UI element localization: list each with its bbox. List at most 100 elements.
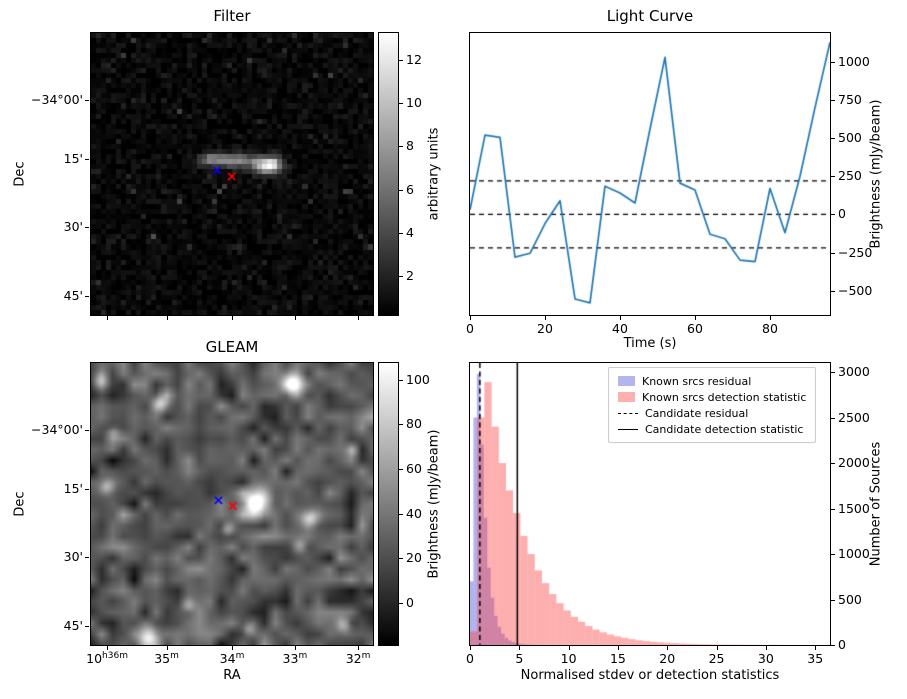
histogram-xtick bbox=[667, 646, 669, 650]
filter-colorbar-tick-label: 2 bbox=[406, 268, 414, 284]
histogram-ytick-label: 2000 bbox=[838, 455, 870, 471]
filter-colorbar-tick bbox=[399, 146, 403, 148]
gleam-ytick-label: 15' bbox=[63, 481, 83, 497]
gleam-colorbar-tick bbox=[399, 558, 403, 560]
gleam-colorbar-frame bbox=[378, 362, 399, 646]
gleam-colorbar-tick bbox=[399, 469, 403, 471]
gleam-xtick bbox=[358, 646, 360, 650]
gleam-colorbar-tick-label: 40 bbox=[406, 505, 422, 521]
histogram-xlabel: Normalised stdev or detection statistics bbox=[520, 668, 780, 683]
histogram-xtick bbox=[568, 646, 570, 650]
filter-colorbar bbox=[379, 33, 398, 315]
lightcurve-ytick bbox=[831, 100, 835, 102]
legend-item-label: Known srcs detection statistic bbox=[642, 390, 807, 404]
filter-colorbar-tick-label: 8 bbox=[406, 138, 414, 154]
lightcurve-ytick bbox=[831, 138, 835, 140]
filter-xtick bbox=[166, 316, 168, 320]
histogram-ytick bbox=[831, 508, 835, 510]
legend-item-label: Candidate detection statistic bbox=[645, 422, 804, 436]
gleam-xtick-label: 10h36m bbox=[86, 651, 128, 667]
histogram-ytick-label: 3000 bbox=[838, 364, 870, 380]
filter-xtick bbox=[358, 316, 360, 320]
lightcurve-xtick-label: 60 bbox=[687, 321, 703, 336]
filter-colorbar-tick-label: 10 bbox=[406, 95, 422, 111]
filter-xtick bbox=[294, 316, 296, 320]
lightcurve-xtick bbox=[545, 316, 546, 320]
filter-colorbar-tick bbox=[399, 276, 403, 278]
gleam-xtick-label: 32m bbox=[345, 651, 371, 667]
histogram-xtick-label: 20 bbox=[659, 651, 676, 666]
filter-ytick bbox=[85, 100, 89, 101]
filter-ytick-label: −34°00' bbox=[31, 92, 83, 108]
lightcurve-ytick bbox=[831, 176, 835, 178]
lightcurve-ytick bbox=[831, 214, 835, 216]
filter-image bbox=[91, 33, 373, 315]
filter-colorbar-tick bbox=[399, 189, 403, 191]
histogram-xtick bbox=[617, 646, 619, 650]
gleam-colorbar-tick-label: 20 bbox=[406, 550, 422, 566]
histogram-xtick-label: 25 bbox=[708, 651, 725, 666]
filter-colorbar-frame bbox=[378, 32, 399, 316]
histogram-legend: Known srcs residual Known srcs detection … bbox=[608, 367, 817, 443]
filter-ytick-label: 45' bbox=[63, 288, 83, 304]
gleam-colorbar-tick bbox=[399, 602, 403, 604]
gleam-ytick bbox=[85, 557, 89, 559]
filter-ytick-label: 15' bbox=[63, 151, 83, 167]
lightcurve-ytick-label: −250 bbox=[838, 244, 873, 260]
gleam-colorbar-tick-label: 0 bbox=[406, 594, 414, 610]
lightcurve-ytick-label: 0 bbox=[838, 206, 846, 222]
histogram-xtick-label: 0 bbox=[466, 651, 474, 666]
lightcurve-xtick-label: 80 bbox=[762, 321, 778, 336]
gleam-colorbar-tick bbox=[399, 513, 403, 515]
filter-ytick bbox=[85, 158, 89, 160]
gleam-colorbar bbox=[379, 363, 398, 645]
histogram-xtick-label: 30 bbox=[757, 651, 774, 666]
gleam-xtick-label: 33m bbox=[282, 651, 308, 667]
histogram-xtick bbox=[815, 646, 817, 650]
histogram-ytick bbox=[831, 554, 835, 556]
lightcurve-plot-frame bbox=[469, 32, 831, 316]
gleam-ytick-label: 30' bbox=[63, 549, 83, 565]
lightcurve-ytick-label: 750 bbox=[838, 92, 862, 108]
filter-title: Filter bbox=[213, 7, 251, 25]
gleam-xtick-label: 34m bbox=[219, 651, 245, 667]
lightcurve-xtick bbox=[770, 316, 771, 320]
histogram-ytick bbox=[831, 645, 835, 646]
filter-colorbar-tick-label: 4 bbox=[406, 225, 414, 240]
filter-plot-frame bbox=[90, 32, 374, 316]
histogram-ylabel: Number of Sources bbox=[868, 441, 884, 567]
histogram-ytick-label: 1500 bbox=[838, 500, 870, 516]
histogram-ytick bbox=[831, 599, 835, 601]
gleam-colorbar-tick bbox=[399, 424, 403, 426]
lightcurve-xtick-label: 40 bbox=[612, 321, 628, 336]
histogram-ytick bbox=[831, 463, 835, 465]
filter-colorbar-tick bbox=[399, 103, 403, 105]
histogram-ytick-label: 500 bbox=[838, 591, 862, 607]
gleam-xtick bbox=[107, 646, 109, 650]
gleam-colorbar-tick bbox=[399, 379, 403, 381]
filter-ytick-label: 30' bbox=[63, 219, 83, 235]
lightcurve-ytick bbox=[831, 252, 835, 254]
gleam-colorbar-tick-label: 100 bbox=[406, 372, 430, 388]
gleam-ylabel: Dec bbox=[12, 491, 28, 517]
filter-ylabel: Dec bbox=[12, 161, 28, 187]
gleam-colorbar-tick-label: 80 bbox=[406, 416, 422, 432]
lightcurve-title: Light Curve bbox=[606, 7, 694, 25]
legend-item: Known srcs residual bbox=[618, 373, 806, 389]
legend-item: Candidate detection statistic bbox=[618, 421, 806, 437]
histogram-ytick-label: 1000 bbox=[838, 546, 870, 562]
lightcurve-ylabel: Brightness (mJy/beam) bbox=[868, 99, 884, 249]
lightcurve-ytick bbox=[831, 290, 835, 292]
gleam-colorbar-tick-label: 60 bbox=[406, 461, 422, 477]
histogram-xtick-label: 5 bbox=[515, 651, 524, 666]
filter-ytick bbox=[85, 227, 89, 229]
lightcurve-xlabel: Time (s) bbox=[623, 336, 677, 351]
legend-item: Candidate residual bbox=[618, 405, 806, 421]
gleam-xlabel: RA bbox=[223, 668, 241, 683]
histogram-xtick bbox=[470, 646, 471, 650]
histogram-xtick bbox=[519, 646, 521, 650]
gleam-colorbar-label: Brightness (mJy/beam) bbox=[426, 429, 442, 579]
gleam-xtick bbox=[232, 646, 233, 650]
legend-solid-line bbox=[618, 428, 638, 430]
